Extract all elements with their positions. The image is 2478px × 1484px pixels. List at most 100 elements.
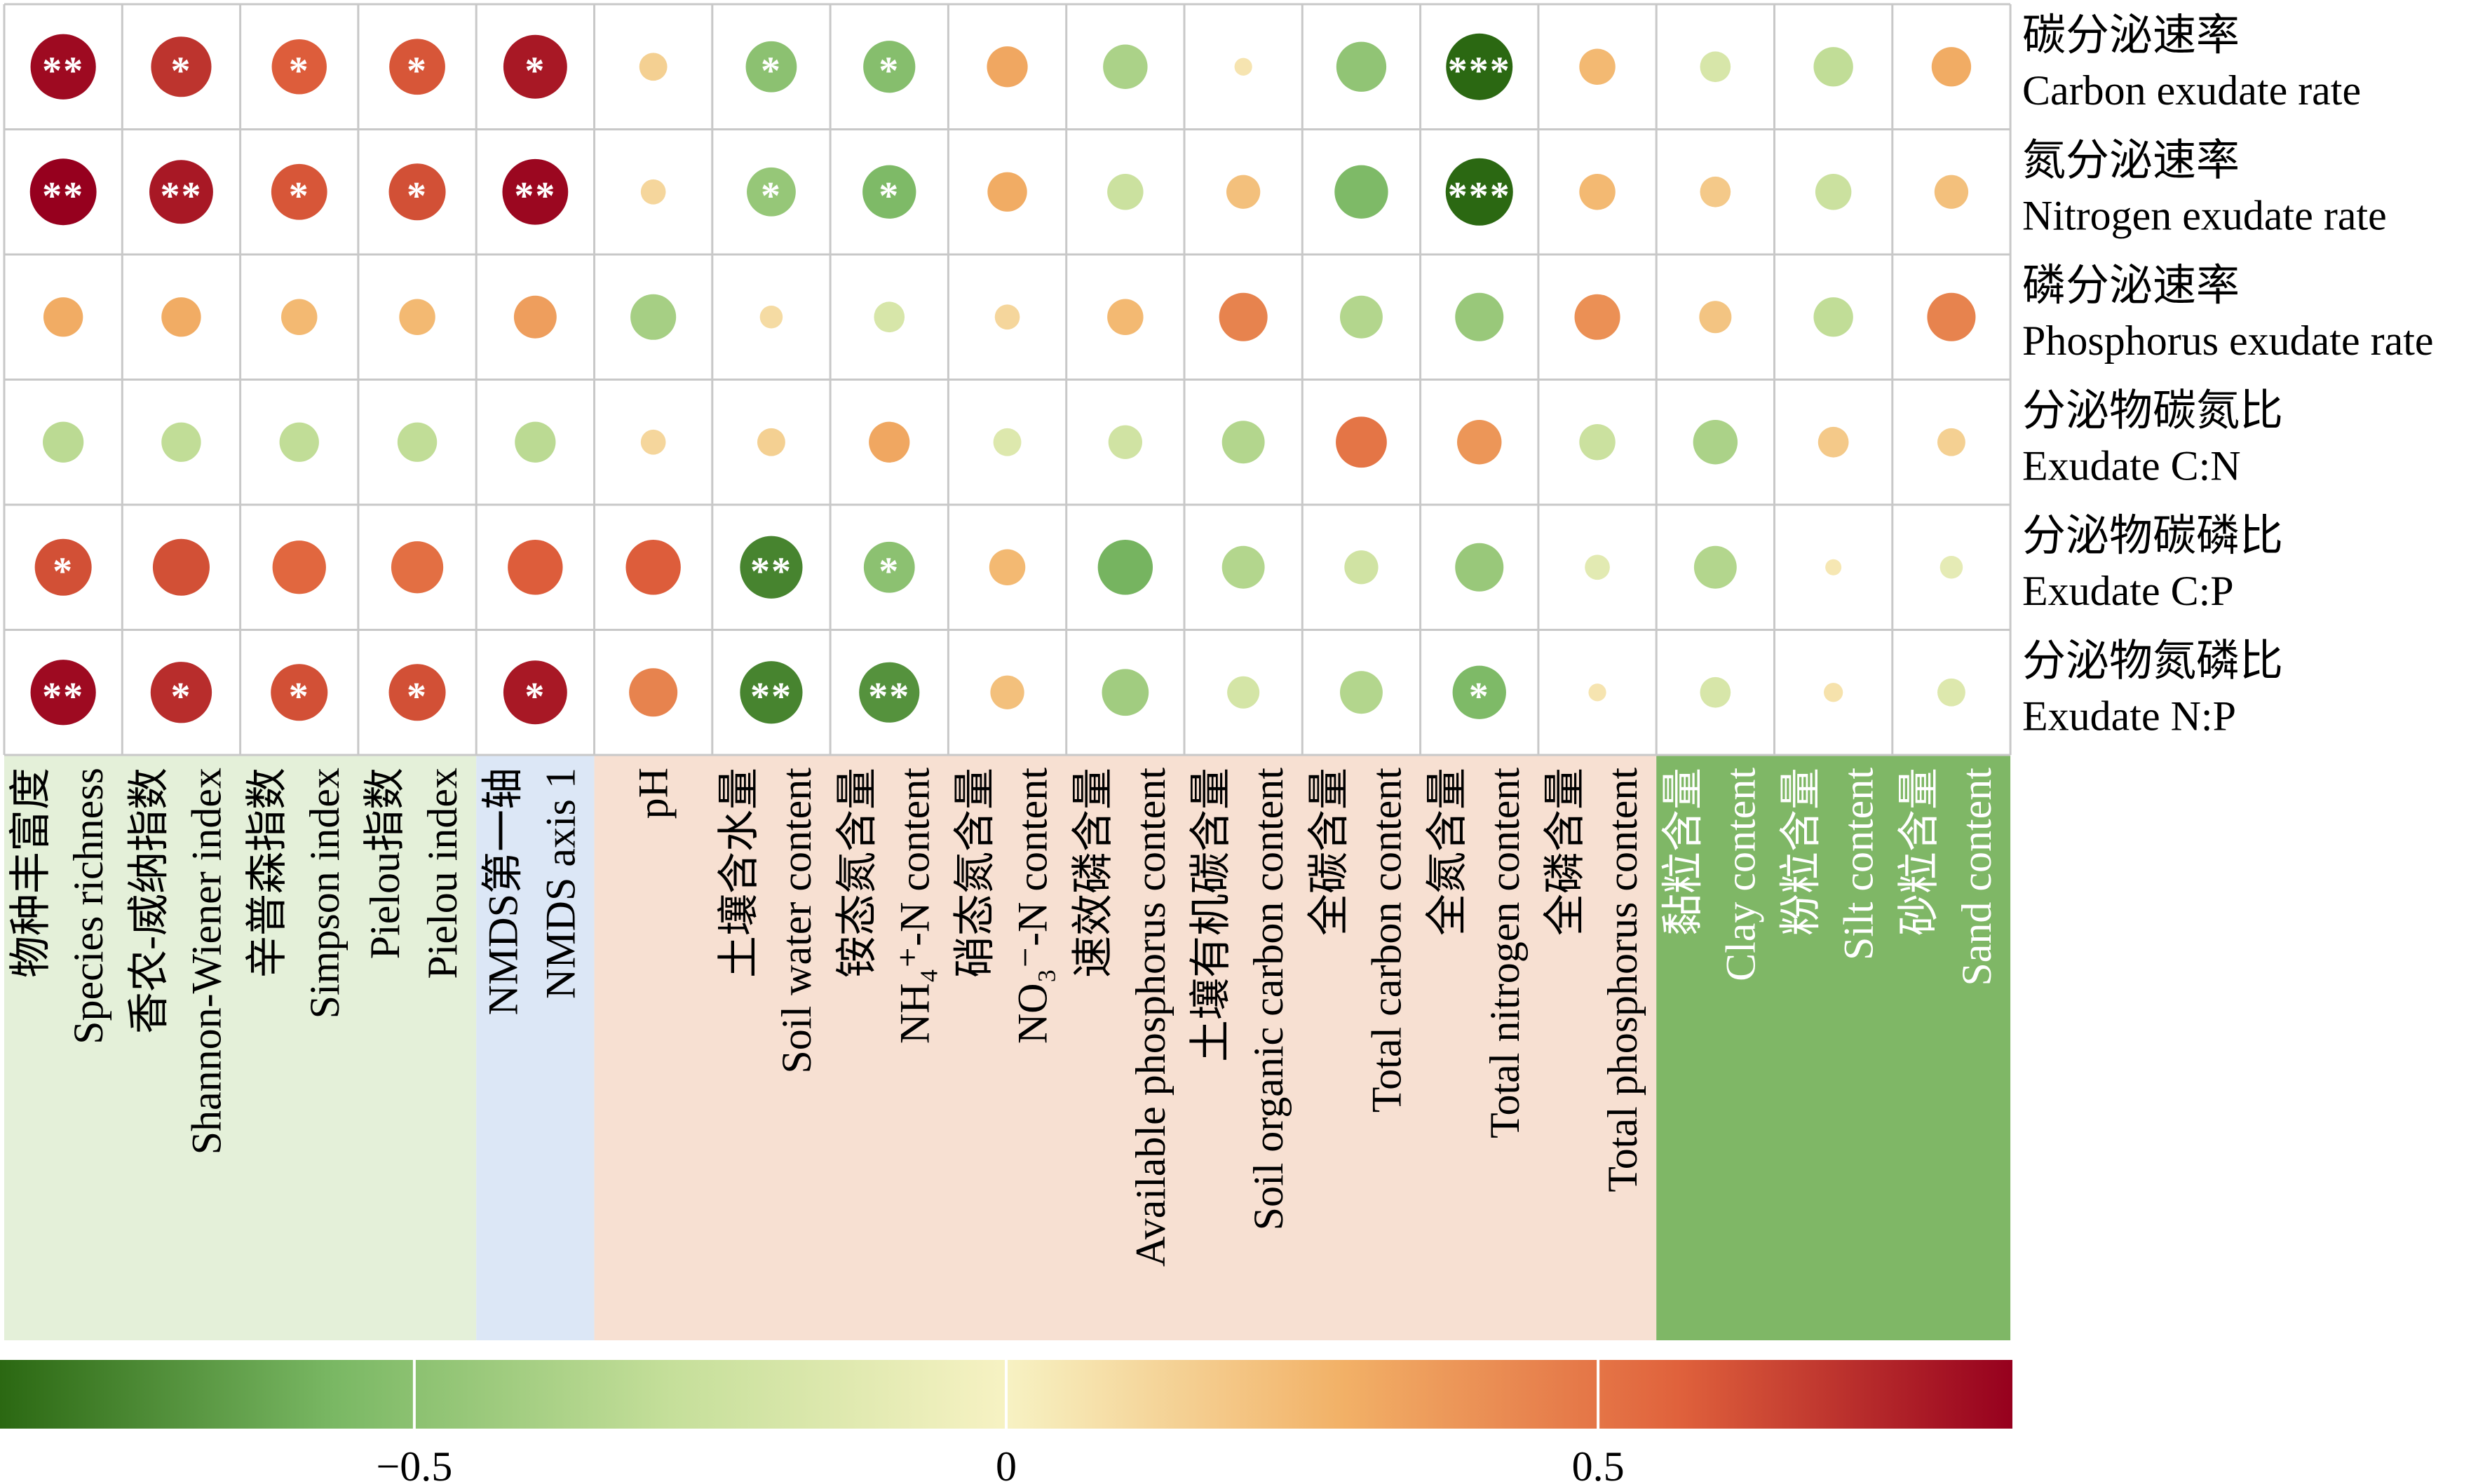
corr-circle (502, 158, 569, 225)
column-label-en: Total nitrogen content (1482, 768, 1528, 1138)
row-label-zh: 氮分泌速率 (2022, 137, 2240, 185)
corr-circle (161, 422, 201, 462)
row-label-zh: 分泌物氮磷比 (2022, 638, 2283, 686)
corr-circle (1931, 47, 1972, 87)
corr-circle (987, 172, 1027, 212)
corr-circle (1815, 174, 1852, 210)
corr-circle (1334, 165, 1388, 219)
significance-mark: * (524, 675, 546, 719)
corr-circle (640, 429, 666, 455)
corr-circle (1108, 425, 1142, 459)
corr-circle (271, 664, 328, 721)
column-label-zh: 全碳含量 (1306, 768, 1352, 936)
corr-circle (1221, 421, 1265, 464)
corr-circle (990, 675, 1024, 709)
column-label-en: Total carbon content (1363, 768, 1409, 1113)
corr-circle (43, 297, 83, 337)
corr-circle (1825, 559, 1842, 576)
column-label-zh: Pielou指数 (362, 768, 408, 959)
corr-circle (740, 661, 803, 724)
corr-circle (1579, 424, 1616, 461)
column-label-en: Available phosphorus content (1128, 768, 1174, 1267)
column-label-en: NO₃⁻-N content (1010, 768, 1056, 1044)
colorbar-tick-label: 0 (996, 1443, 1017, 1484)
column-group-texture (1656, 755, 2011, 1340)
corr-circle (1693, 420, 1738, 465)
significance-mark: ** (160, 175, 202, 218)
corr-circle (1107, 174, 1144, 210)
corr-circle (1452, 665, 1506, 719)
corr-circle (639, 53, 668, 81)
corr-circle (389, 39, 445, 95)
column-label-en: Clay content (1717, 768, 1763, 981)
significance-mark: ** (868, 675, 910, 719)
row-label-en: Exudate C:P (2022, 568, 2234, 614)
corr-circle (1574, 294, 1620, 340)
column-label-zh: 黏粒含量 (1660, 768, 1706, 936)
corr-circle (989, 549, 1026, 585)
corr-circle (1579, 174, 1616, 210)
correlation-circles (29, 33, 1976, 726)
column-label-en: NMDS axis 1 (537, 768, 583, 999)
column-labels: 物种丰富度 Species richness 香农-威纳指数 Shannon-Wien… (8, 768, 2000, 1267)
colorbar: −0.5 0 0.5 (0, 1360, 2012, 1484)
corr-circle (1699, 301, 1732, 334)
corr-circle (1588, 683, 1606, 702)
corr-circle (1455, 292, 1504, 341)
column-group-soil (594, 755, 1657, 1340)
corr-circle (859, 662, 920, 723)
corr-circle (1700, 51, 1731, 83)
grid (3, 3, 2012, 756)
corr-circle (1102, 669, 1149, 716)
corr-circle (1579, 48, 1616, 85)
corr-circle (994, 304, 1020, 330)
corr-circle (1340, 295, 1383, 339)
column-label-zh: 全氮含量 (1424, 768, 1470, 936)
corr-circle (281, 299, 318, 335)
corr-circle (34, 538, 92, 596)
corr-circle (1103, 44, 1148, 89)
column-label-zh: 土壤含水量 (716, 768, 762, 978)
corr-circle (271, 39, 327, 95)
corr-circle (508, 540, 563, 595)
corr-circle (399, 299, 435, 335)
significance-mark: *** (1448, 49, 1511, 93)
corr-circle (1221, 545, 1265, 589)
corr-circle (503, 34, 567, 99)
column-group-diversity (4, 755, 477, 1340)
row-label-zh: 分泌物碳磷比 (2022, 512, 2283, 560)
corr-circle (1934, 175, 1969, 209)
corr-circle (1937, 428, 1965, 456)
corr-circle (1226, 175, 1261, 209)
corr-circle (1937, 678, 1965, 707)
corr-circle (397, 422, 438, 462)
column-group-backgrounds (4, 755, 2011, 1340)
corr-circle (740, 536, 803, 599)
significance-mark: * (289, 49, 310, 93)
significance-mark: * (524, 49, 546, 93)
significance-mark: *** (1448, 175, 1511, 218)
corr-circle (1445, 158, 1513, 226)
column-label-en: Species richness (65, 768, 111, 1044)
significance-mark: ** (42, 175, 84, 218)
significance-mark: ** (514, 175, 556, 218)
column-label-zh: NMDS第一轴 (480, 768, 526, 1015)
corr-circle (1939, 555, 1963, 579)
corr-circle (1585, 554, 1610, 580)
corr-circle (745, 41, 797, 93)
significance-mark: ** (750, 675, 792, 719)
corr-circle (150, 662, 212, 723)
corr-circle (161, 297, 201, 337)
corr-circle (1219, 292, 1268, 341)
column-label-zh: 铵态氮含量 (834, 768, 880, 978)
corr-circle (1344, 550, 1379, 585)
corr-circle (1700, 676, 1731, 708)
significance-mark: * (407, 175, 428, 218)
column-label-en: pH (630, 768, 677, 819)
column-label-zh: 全磷含量 (1542, 768, 1588, 936)
corr-circle (1813, 47, 1853, 87)
row-label-zh: 碳分泌速率 (2022, 12, 2240, 60)
column-label-zh: 砂粒含量 (1896, 768, 1942, 936)
significance-mark: * (879, 550, 900, 593)
